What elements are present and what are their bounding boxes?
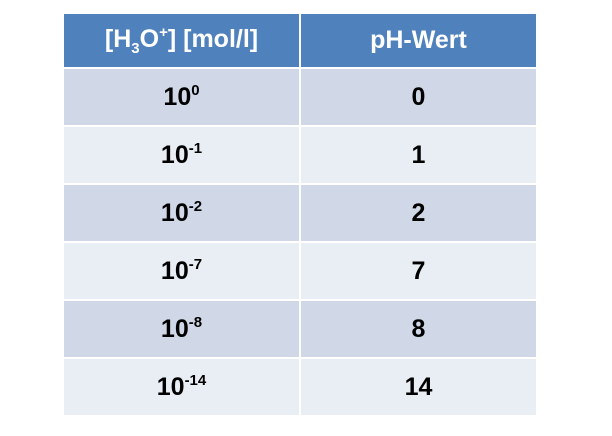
ph-table: [H3O+] [mol/l] pH-Wert 100 0 10-1 1 10-2 2 10-… — [62, 12, 538, 417]
base: 10 — [160, 315, 189, 343]
superscript: + — [159, 24, 168, 41]
ph-cell: 7 — [299, 241, 538, 301]
concentration-cell: 100 — [62, 67, 301, 127]
ph-cell: 0 — [299, 67, 538, 127]
table-row: 10-8 8 — [62, 299, 538, 359]
ph-cell: 8 — [299, 299, 538, 359]
base: 10 — [163, 83, 192, 111]
base: 10 — [160, 199, 189, 227]
concentration-cell: 10-14 — [62, 357, 301, 417]
base: 10 — [156, 373, 185, 401]
base: 10 — [160, 257, 189, 285]
header-row: [H3O+] [mol/l] pH-Wert — [62, 12, 538, 69]
concentration-cell: 10-8 — [62, 299, 301, 359]
concentration-cell: 10-7 — [62, 241, 301, 301]
table-body: 100 0 10-1 1 10-2 2 10-7 7 10-8 8 10-14 14 — [62, 67, 538, 417]
ph-cell: 2 — [299, 183, 538, 243]
table-row: 10-7 7 — [62, 241, 538, 301]
ph-cell: 14 — [299, 357, 538, 417]
exponent: -1 — [188, 140, 203, 157]
table-row: 10-2 2 — [62, 183, 538, 243]
concentration-cell: 10-2 — [62, 183, 301, 243]
exponent: 0 — [191, 82, 200, 99]
header-text: [H — [104, 25, 132, 53]
table-row: 10-1 1 — [62, 125, 538, 185]
ph-cell: 1 — [299, 125, 538, 185]
header-text: ] [mol/l] — [167, 25, 259, 53]
subscript: 3 — [131, 40, 140, 57]
header-text: O — [139, 25, 160, 53]
header-cell: pH-Wert — [299, 12, 538, 69]
table-row: 10-14 14 — [62, 357, 538, 417]
table-row: 100 0 — [62, 67, 538, 127]
exponent: -8 — [188, 314, 203, 331]
base: 10 — [160, 141, 189, 169]
header-cell: [H3O+] [mol/l] — [62, 12, 301, 69]
exponent: -2 — [188, 198, 203, 215]
concentration-cell: 10-1 — [62, 125, 301, 185]
exponent: -7 — [188, 256, 203, 273]
exponent: -14 — [184, 372, 207, 389]
